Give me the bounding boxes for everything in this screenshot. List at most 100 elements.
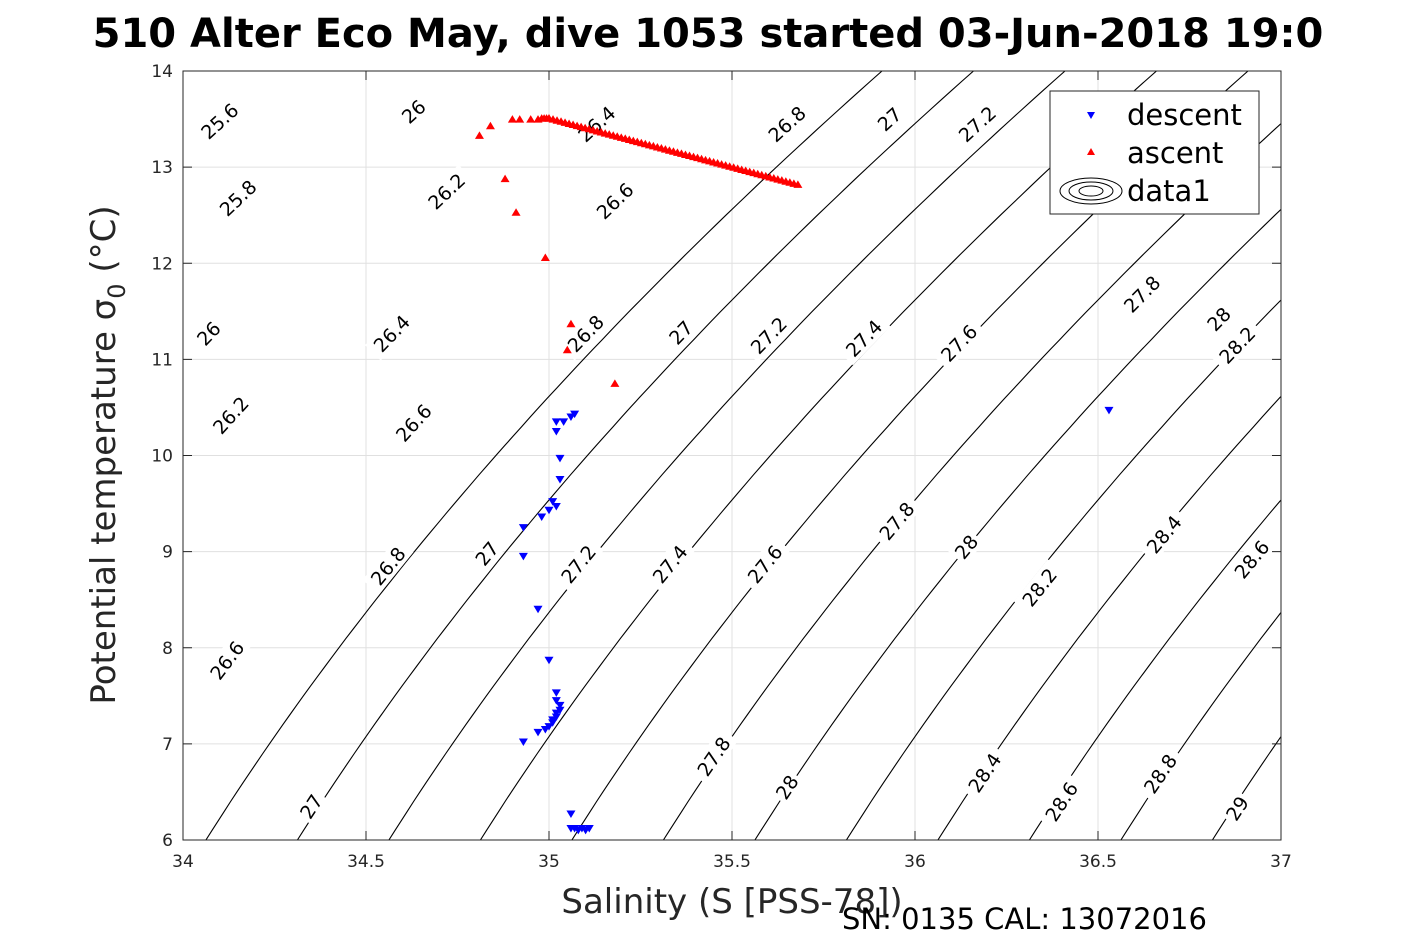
descent-point (537, 513, 547, 522)
descent-point (551, 427, 561, 436)
y-tick-label: 12 (151, 254, 173, 274)
contour-label-bg (1200, 300, 1238, 338)
y-axis-label-subscript: 0 (103, 283, 131, 298)
contour-label-bg (192, 94, 248, 148)
isopycnal-line (845, 299, 1281, 840)
contour-label-bg (769, 768, 805, 806)
legend-marker-ascent (1087, 148, 1095, 155)
ascent-point (610, 379, 620, 387)
descent-point (548, 498, 558, 506)
contour-label-bg (949, 97, 1005, 151)
descent-point (584, 824, 594, 833)
ascent-point (474, 131, 484, 139)
y-tick-label: 6 (162, 831, 173, 851)
contour-label-bg (1219, 789, 1255, 827)
contour-label-bg (870, 493, 923, 549)
legend-marker-contour-icon (1059, 177, 1123, 205)
contour-label-bg (210, 171, 266, 225)
contour-label-bg (948, 528, 985, 566)
data-series (474, 114, 1114, 835)
descent-point (570, 824, 580, 833)
contour-label-bg (362, 538, 414, 594)
descent-point (544, 506, 554, 515)
ascent-point (485, 121, 495, 130)
descent-point (555, 701, 565, 710)
ascent-point (500, 174, 510, 183)
isopycnal-line (1028, 499, 1281, 840)
contour-label-bg (1210, 317, 1264, 373)
descent-point (551, 689, 561, 697)
contour-label-bg (552, 536, 604, 592)
isopycnal-line (296, 71, 974, 840)
descent-point (551, 697, 561, 705)
descent-point (566, 810, 576, 819)
legend-box (1049, 90, 1260, 215)
contour-label-bg (1138, 506, 1190, 563)
ascent-point (507, 115, 517, 123)
contour-label-bg (1226, 531, 1278, 588)
contour-label-bg (387, 395, 440, 451)
x-tick-label: 36.5 (1079, 852, 1117, 872)
footer-serial-calibration: SN: 0135 CAL: 13072016 (842, 902, 1207, 936)
contour-label-bg (644, 536, 696, 592)
contour-label-bg (587, 174, 643, 228)
descent-point (577, 824, 587, 833)
legend-marker-descent (1087, 112, 1095, 119)
contour-label-bg (293, 787, 329, 825)
y-axis-label: Potential temperature σ0 (°C) (84, 205, 131, 704)
contour-label-bg (204, 387, 257, 443)
isopycnal-line (479, 71, 1157, 840)
y-tick-label: 11 (151, 350, 173, 370)
isopycnal-line (1120, 611, 1281, 840)
ascent-point (526, 115, 536, 123)
legend: descent ascent data1 (1049, 90, 1260, 215)
contour-label-bg (395, 93, 433, 130)
y-tick-label: 8 (162, 639, 173, 659)
contour-label-bg (201, 632, 252, 689)
contour-label-bg (689, 727, 739, 785)
isopycnal-line (754, 208, 1281, 840)
axis-ticks: 34 34.5 35 35.5 36 36.5 37 6 7 8 9 10 11 12 13 14 (151, 62, 1291, 872)
contour-label-bg (960, 744, 1009, 802)
contour-label: 26.4 (364, 306, 419, 361)
contour-label-bg (558, 306, 613, 361)
contour-label-bg (1013, 559, 1065, 616)
x-tick-label: 34.5 (347, 852, 385, 872)
y-tick-label: 13 (151, 158, 173, 178)
isopycnal-line (388, 71, 1066, 840)
x-tick-label: 37 (1270, 852, 1292, 872)
x-axis-label: Salinity (S [PSS-78]) (561, 882, 902, 922)
y-tick-label: 9 (162, 543, 173, 563)
contour-label-bg (1115, 267, 1169, 321)
contour-labels: 25.6 26 26.4 26.8 27 27.225.8 26.2 26.626 26.4 26… (190, 93, 1278, 831)
contour-label-bg (364, 306, 419, 361)
contour-label-bg (569, 97, 624, 151)
ascent-point (540, 253, 550, 261)
y-tick-label: 7 (162, 735, 173, 755)
descent-point (518, 738, 528, 746)
contour-label-bg (468, 534, 505, 573)
contour-label-bg (419, 164, 474, 218)
y-axis-label-main: Potential temperature σ (84, 299, 124, 705)
descent-point (555, 454, 565, 463)
x-tick-label: 36 (904, 852, 926, 872)
descent-point (551, 502, 561, 511)
isopycnal-line (937, 395, 1281, 840)
descent-point (559, 418, 569, 426)
ascent-point (793, 180, 803, 188)
legend-label-descent: descent (1127, 98, 1242, 132)
descent-point (518, 552, 528, 561)
contour-label-bg (870, 100, 908, 138)
chart-title: 510 Alter Eco May, dive 1053 started 03-… (93, 11, 1324, 57)
descent-point (551, 709, 561, 718)
descent-point (555, 476, 565, 484)
contour-label-bg (759, 97, 815, 151)
isopycnal-line (205, 71, 883, 840)
legend-label-ascent: ascent (1127, 136, 1223, 170)
x-tick-label: 35.5 (713, 852, 751, 872)
descent-point (540, 725, 550, 734)
descent-point (570, 410, 580, 419)
descent-point (533, 728, 543, 737)
ascent-point (562, 345, 572, 354)
